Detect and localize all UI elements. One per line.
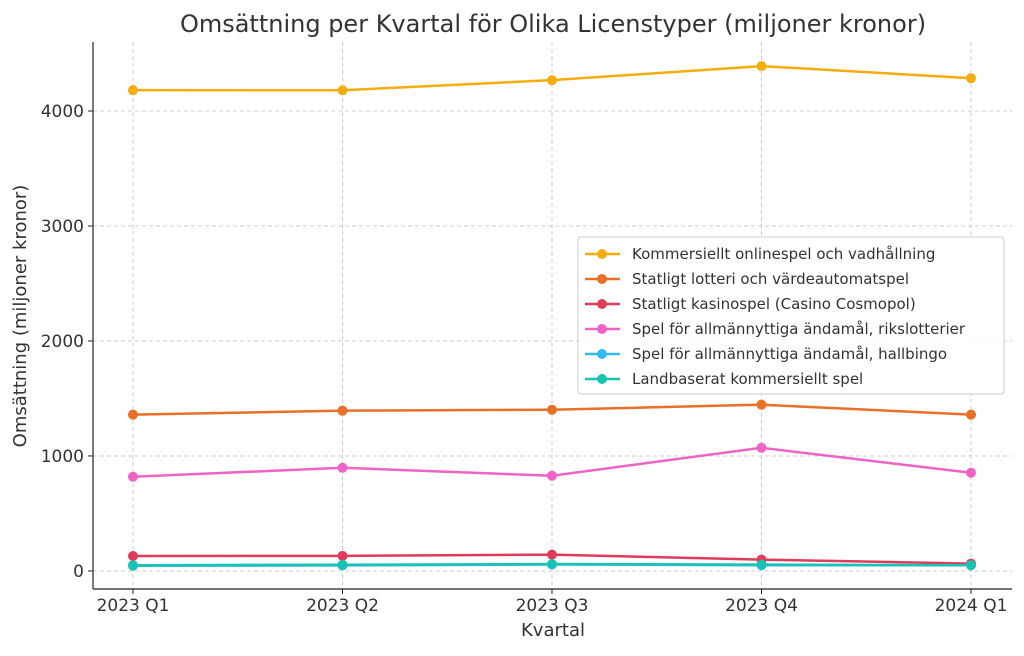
data-point: [337, 559, 348, 570]
legend-swatch-marker: [597, 274, 607, 284]
legend-label: Landbaserat kommersiellt spel: [632, 370, 863, 388]
y-axis-label: Omsättning (miljoner kronor): [10, 185, 31, 448]
legend-label: Statligt lotteri och värdeautomatspel: [632, 270, 909, 288]
legend-swatch-marker: [597, 249, 607, 259]
data-point: [966, 409, 976, 420]
data-point: [337, 85, 348, 96]
y-tick-label: 4000: [41, 102, 84, 122]
legend: Kommersiellt onlinespel och vadhållning S…: [577, 236, 1005, 395]
legend-label: Kommersiellt onlinespel och vadhållning: [632, 245, 935, 263]
data-point: [128, 409, 138, 420]
x-tick-label: 2023 Q4: [725, 596, 798, 616]
legend-swatch-marker: [597, 374, 607, 384]
series-3: [128, 442, 976, 482]
data-point: [547, 470, 557, 481]
y-tick-label: 2000: [41, 332, 84, 352]
legend-box: [577, 236, 1005, 395]
data-point: [966, 560, 976, 571]
data-point: [337, 550, 348, 561]
data-point: [128, 560, 138, 571]
data-point: [756, 559, 767, 570]
data-point: [756, 442, 767, 453]
data-point: [337, 462, 348, 473]
data-point: [756, 399, 767, 410]
y-tick-label: 1000: [41, 447, 84, 467]
data-point: [547, 559, 557, 570]
x-ticks: 2023 Q1 2023 Q2 2023 Q3 2023 Q4 2024 Q1: [97, 589, 1008, 616]
x-tick-label: 2023 Q2: [306, 596, 379, 616]
x-tick-label: 2023 Q3: [516, 596, 589, 616]
x-axis-label: Kvartal: [521, 620, 585, 641]
legend-label: Statligt kasinospel (Casino Cosmopol): [632, 295, 916, 313]
data-point: [337, 405, 348, 416]
data-point: [128, 550, 138, 561]
legend-label: Spel för allmännyttiga ändamål, rikslott…: [632, 320, 966, 338]
data-point: [966, 467, 976, 478]
y-tick-label: 0: [73, 562, 84, 582]
data-point: [966, 73, 976, 84]
series-group: [128, 61, 976, 571]
data-point: [547, 75, 557, 86]
x-tick-label: 2024 Q1: [935, 596, 1008, 616]
series-5: [128, 559, 976, 571]
data-point: [756, 61, 767, 72]
data-point: [547, 549, 557, 560]
y-ticks: 0 1000 2000 3000 4000: [41, 102, 93, 582]
legend-swatch-marker: [597, 299, 607, 309]
x-tick-label: 2023 Q1: [97, 596, 170, 616]
data-point: [547, 404, 557, 415]
data-point: [128, 471, 138, 482]
series-0: [128, 61, 976, 96]
legend-swatch-marker: [597, 324, 607, 334]
legend-swatch-marker: [597, 349, 607, 359]
chart-title: Omsättning per Kvartal för Olika Licenst…: [180, 10, 926, 38]
legend-label: Spel för allmännyttiga ändamål, hallbing…: [632, 345, 947, 363]
series-1: [128, 399, 976, 420]
y-tick-label: 3000: [41, 217, 84, 237]
data-point: [128, 85, 138, 96]
